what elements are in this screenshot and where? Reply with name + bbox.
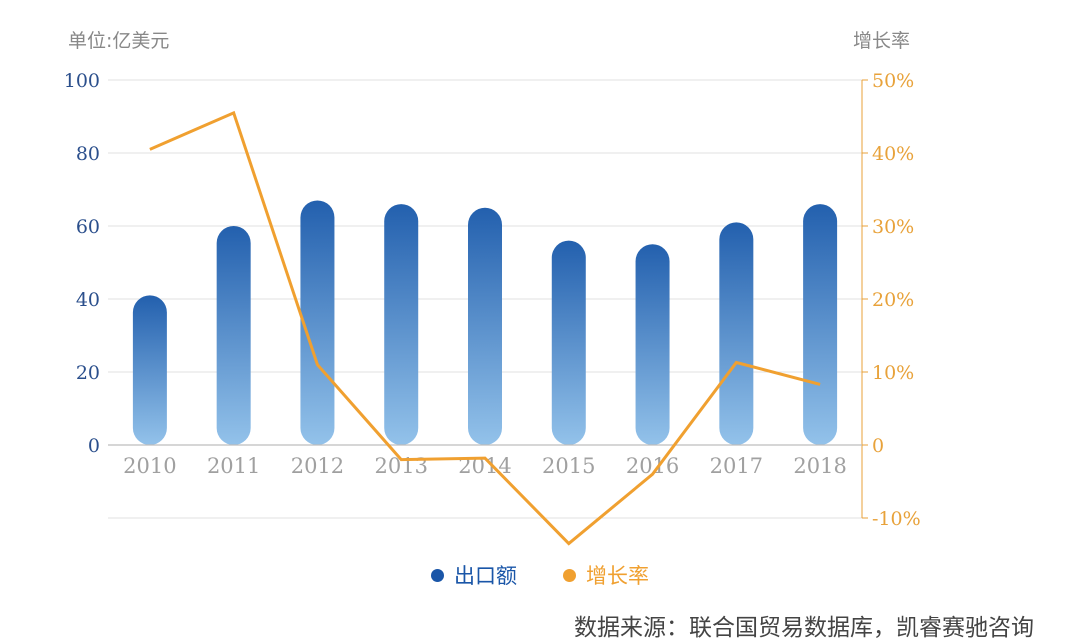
left-axis-tick-label: 60 [76, 216, 100, 238]
bar-2011 [217, 226, 251, 445]
bar-2016 [636, 244, 670, 445]
right-axis-tick-label: 0 [872, 435, 884, 457]
bar-2013 [384, 204, 418, 445]
left-axis-tick-label: 20 [76, 362, 100, 384]
left-axis-tick-label: 80 [76, 143, 100, 165]
bar-2017 [719, 222, 753, 445]
right-axis-tick-label: 20% [872, 289, 914, 311]
legend-item-growth: 增长率 [563, 560, 649, 590]
data-source: 数据来源：联合国贸易数据库，凯睿赛驰咨询 [574, 608, 1034, 642]
left-axis-tick-label: 100 [64, 70, 100, 92]
right-axis-tick-label: -10% [872, 508, 921, 530]
left-axis-tick-label: 40 [76, 289, 100, 311]
bar-2014 [468, 208, 502, 445]
left-axis-tick-label: 0 [88, 435, 100, 457]
combo-chart: -10% 0 10% 20% 30% 40% 50% 0 20 40 60 80 100 2010 2011… [0, 0, 1080, 560]
x-axis-tick-label: 2015 [542, 454, 595, 478]
legend: 出口额 增长率 [0, 560, 1080, 590]
bar-2015 [552, 241, 586, 445]
x-axis-tick-label: 2018 [793, 454, 846, 478]
right-axis-tick-label: 40% [872, 143, 914, 165]
legend-label-growth: 增长率 [586, 560, 649, 590]
x-axis-tick-label: 2012 [291, 454, 344, 478]
x-axis-tick-label: 2010 [123, 454, 176, 478]
legend-dot-growth [563, 569, 576, 582]
legend-label-export: 出口额 [454, 560, 517, 590]
bar-2012 [300, 200, 334, 445]
bar-2018 [803, 204, 837, 445]
x-axis-tick-label: 2011 [207, 454, 260, 478]
legend-dot-export [431, 569, 444, 582]
right-axis-tick-label: 50% [872, 70, 914, 92]
legend-item-export: 出口额 [431, 560, 517, 590]
bar-2010 [133, 295, 167, 445]
right-axis-tick-label: 30% [872, 216, 914, 238]
x-axis-tick-label: 2017 [710, 454, 763, 478]
right-axis-tick-label: 10% [872, 362, 914, 384]
